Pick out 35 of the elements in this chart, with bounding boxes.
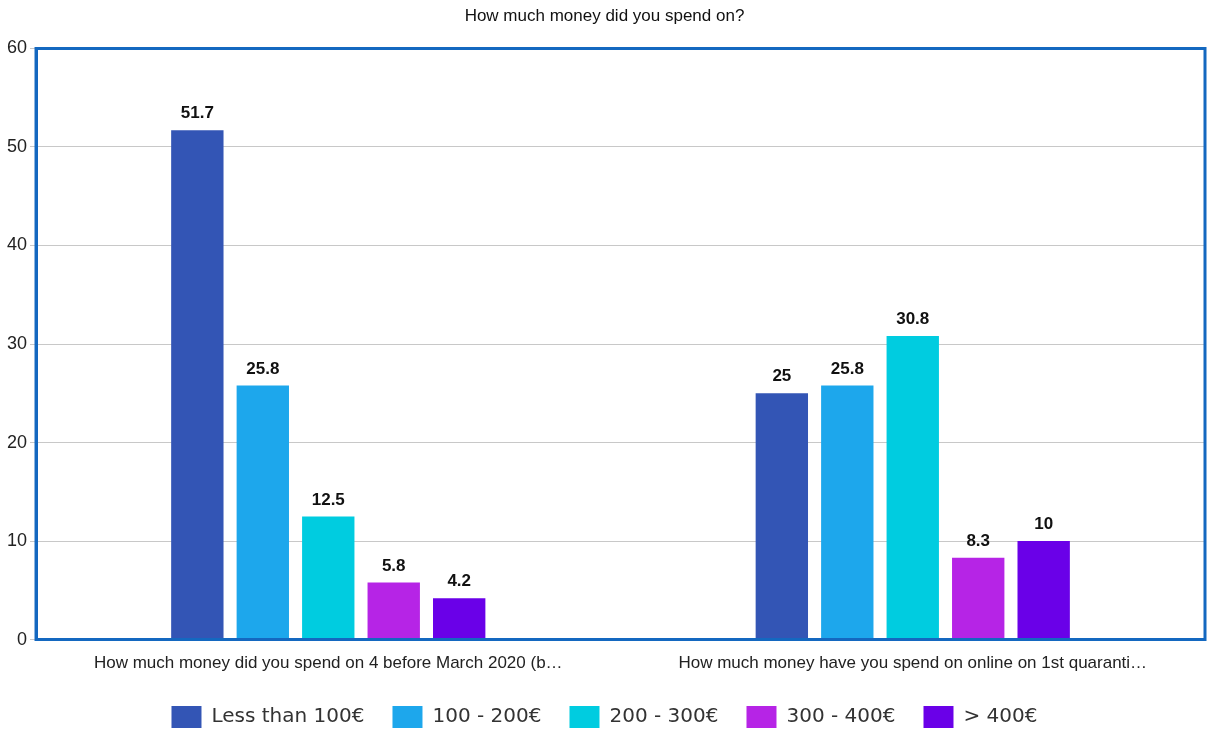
y-tick-label: 50 — [6, 135, 28, 156]
bar — [367, 582, 420, 640]
bar — [821, 385, 874, 640]
data-label: 25.8 — [830, 358, 864, 378]
y-tick-label: 0 — [17, 628, 28, 649]
data-label: 5.8 — [381, 555, 406, 575]
data-label: 30.8 — [896, 309, 930, 329]
y-tick-label: 10 — [6, 530, 28, 551]
y-tick-label: 20 — [6, 431, 28, 452]
legend-label: 300 - 400€ — [786, 703, 896, 728]
data-label: 4.2 — [447, 571, 472, 591]
legend-label: Less than 100€ — [211, 703, 365, 728]
data-label: 25.8 — [246, 358, 280, 378]
x-tick-label: How much money did you spend on 4 before March 2020 (b… — [93, 653, 563, 673]
legend-label: 200 - 300€ — [609, 703, 719, 728]
bar — [1017, 541, 1070, 640]
y-tick-label: 40 — [6, 234, 28, 255]
bar — [302, 516, 355, 640]
data-label: 8.3 — [966, 531, 991, 550]
bar — [236, 385, 289, 640]
data-label: 51.7 — [180, 103, 214, 123]
bar — [755, 393, 809, 640]
bar — [886, 336, 939, 640]
x-tick-label: How much money have you spend on online on 1st quaranti… — [678, 653, 1148, 673]
data-label: 12.5 — [311, 489, 345, 509]
data-label: 10 — [1034, 514, 1054, 534]
legend-label: > 400€ — [963, 703, 1038, 728]
bar — [952, 557, 1005, 640]
data-label: 25 — [772, 366, 792, 386]
y-tick-label: 60 — [6, 37, 28, 58]
legend-label: 100 - 200€ — [432, 703, 542, 728]
y-tick-label: 30 — [6, 332, 28, 353]
bar — [433, 598, 486, 640]
chart-title: How much money did you spend on? — [464, 5, 745, 25]
bar — [171, 130, 224, 640]
